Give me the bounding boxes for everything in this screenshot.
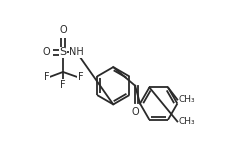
Text: F: F: [77, 72, 83, 82]
Text: CH₃: CH₃: [179, 117, 196, 126]
Text: S: S: [60, 48, 66, 57]
Text: F: F: [60, 80, 66, 90]
Text: F: F: [44, 72, 49, 82]
Text: O: O: [42, 48, 50, 57]
Text: CH₃: CH₃: [179, 95, 196, 104]
Text: O: O: [59, 25, 67, 35]
Text: O: O: [131, 107, 139, 117]
Text: NH: NH: [69, 48, 84, 57]
